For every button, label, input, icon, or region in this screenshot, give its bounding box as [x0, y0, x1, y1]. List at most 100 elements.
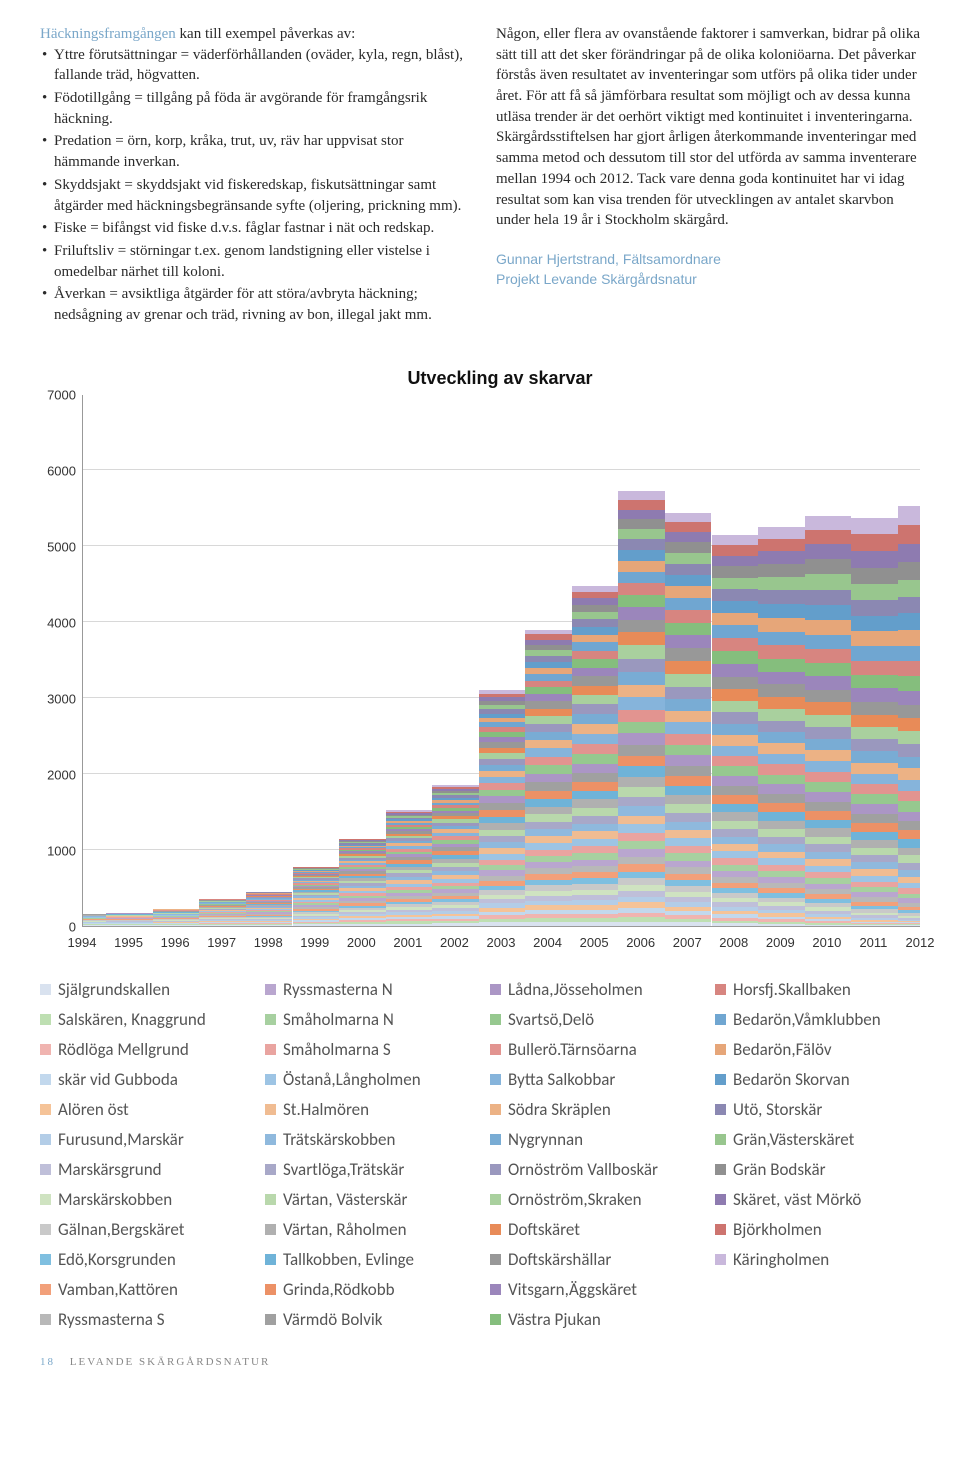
legend-label: Småholmarna S	[283, 1039, 391, 1060]
area-segment	[618, 787, 665, 797]
x-tick-label: 2011	[859, 935, 887, 950]
area-segment	[525, 765, 572, 774]
legend-item: Doftskäret	[490, 1219, 695, 1240]
area-segment	[712, 804, 759, 813]
area-segment	[665, 522, 712, 532]
x-tick-label: 1994	[68, 935, 97, 950]
area-segment	[712, 829, 759, 837]
legend-label: Värtan, Råholmen	[283, 1219, 407, 1240]
area-segment	[618, 550, 665, 561]
area-segment	[898, 830, 920, 839]
area-segment	[712, 638, 759, 651]
area-segment	[618, 607, 665, 619]
area-segment	[525, 774, 572, 782]
left-column: Häckningsframgången kan till exempel påv…	[40, 24, 464, 328]
area-segment	[618, 872, 665, 879]
legend-item: Bedarön,Våmklubben	[715, 1009, 920, 1030]
legend-swatch	[265, 1194, 276, 1205]
legend-label: Västra Pjukan	[508, 1309, 601, 1330]
legend-swatch	[490, 1134, 501, 1145]
area-segment	[479, 790, 526, 797]
year-stack	[665, 512, 712, 925]
area-segment	[898, 630, 920, 646]
area-segment	[665, 745, 712, 756]
area-segment	[851, 631, 898, 646]
area-segment	[572, 808, 619, 816]
area-segment	[758, 794, 805, 803]
area-segment	[618, 797, 665, 807]
area-segment	[665, 532, 712, 542]
legend-item: Skäret, väst Mörkö	[715, 1189, 920, 1210]
legend-swatch	[40, 1254, 51, 1265]
legend-swatch	[265, 984, 276, 995]
legend-label: Grän Bodskär	[733, 1159, 826, 1180]
area-segment	[851, 616, 898, 631]
area-segment	[805, 590, 852, 605]
area-segment	[805, 715, 852, 727]
x-tick-label: 2007	[673, 935, 702, 950]
legend-item: Rödlöga Mellgrund	[40, 1039, 245, 1060]
x-tick-label: 1995	[114, 935, 143, 950]
legend-label: Själgrundskallen	[58, 979, 170, 1000]
area-segment	[898, 780, 920, 791]
area-segment	[525, 829, 572, 836]
legend-label: Bedarön,Våmklubben	[733, 1009, 881, 1030]
legend-swatch	[40, 1044, 51, 1055]
legend-label: Alören öst	[58, 1099, 129, 1120]
area-segment	[618, 824, 665, 833]
area-segment	[712, 601, 759, 613]
area-segment	[665, 830, 712, 838]
area-segment	[525, 782, 572, 790]
area-segment	[618, 583, 665, 595]
legend-item: Salskären, Knaggrund	[40, 1009, 245, 1030]
area-segment	[851, 568, 898, 584]
area-segment	[712, 724, 759, 735]
area-segment	[758, 577, 805, 590]
area-segment	[618, 722, 665, 734]
chart-title: Utveckling av skarvar	[80, 368, 920, 389]
area-segment	[851, 848, 898, 856]
area-segment	[665, 687, 712, 699]
legend-label: Doftskärshällar	[508, 1249, 611, 1270]
legend-column: Horsfj.SkallbakenBedarön,VåmklubbenBedar…	[715, 979, 920, 1330]
area-segment	[851, 823, 898, 832]
area-segment	[618, 672, 665, 685]
legend-swatch	[490, 1224, 501, 1235]
y-tick-label: 2000	[47, 767, 76, 782]
year-stack	[479, 690, 526, 926]
area-segment	[618, 595, 665, 607]
legend-swatch	[715, 1254, 726, 1265]
area-segment	[805, 828, 852, 836]
legend-swatch	[265, 1254, 276, 1265]
legend-item: Gälnan,Bergskäret	[40, 1219, 245, 1240]
area-segment	[758, 721, 805, 732]
area-segment	[572, 846, 619, 853]
area-segment	[665, 598, 712, 610]
legend-swatch	[715, 1134, 726, 1145]
bullet-item: Yttre förutsättningar = väderförhållande…	[40, 45, 464, 86]
area-segment	[618, 857, 665, 864]
area-segment	[758, 829, 805, 837]
area-segment	[665, 610, 712, 622]
legend-item: Vitsgarn,Äggskäret	[490, 1279, 695, 1300]
area-segment	[712, 566, 759, 577]
legend-swatch	[265, 1014, 276, 1025]
x-tick-label: 2002	[440, 935, 469, 950]
area-segment	[712, 625, 759, 638]
area-segment	[479, 796, 526, 803]
legend-item: Tallkobben, Evlinge	[265, 1249, 470, 1270]
area-segment	[851, 855, 898, 862]
area-segment	[83, 925, 106, 926]
legend-swatch	[265, 1284, 276, 1295]
legend-label: Salskären, Knaggrund	[58, 1009, 206, 1030]
area-segment	[712, 776, 759, 786]
area-segment	[898, 768, 920, 779]
legend-label: Ornöström,Skraken	[508, 1189, 642, 1210]
area-segment	[479, 810, 526, 817]
legend-item: Ryssmasterna N	[265, 979, 470, 1000]
legend-item: Bullerö.Tärnsöarna	[490, 1039, 695, 1060]
bullet-item: Fiske = bifångst vid fiske d.v.s. fåglar…	[40, 218, 464, 239]
area-segment	[851, 739, 898, 751]
area-segment	[618, 841, 665, 849]
year-stack	[572, 585, 619, 925]
